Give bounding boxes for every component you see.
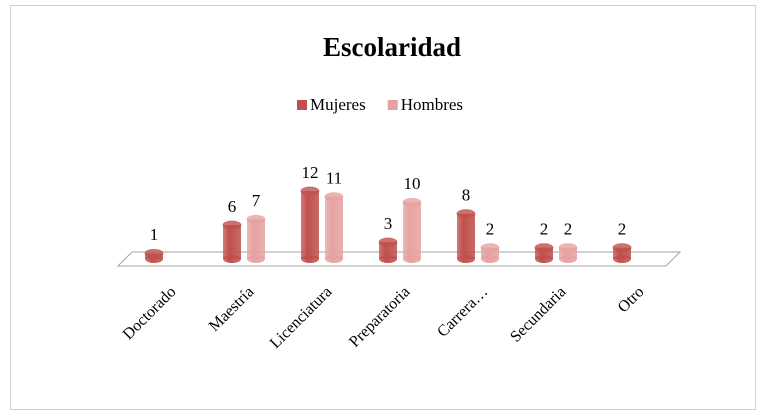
bar-top xyxy=(222,220,242,230)
bar-body xyxy=(559,247,577,259)
bar-bottom xyxy=(559,255,577,263)
bar-body xyxy=(325,196,343,259)
bar-body xyxy=(481,247,499,259)
data-label: 2 xyxy=(540,220,549,239)
bar-top xyxy=(378,237,398,247)
data-label: 2 xyxy=(564,220,573,239)
data-label: 6 xyxy=(228,197,237,216)
data-label: 2 xyxy=(618,220,627,239)
bar-top xyxy=(144,248,164,258)
bar-bottom xyxy=(535,255,553,263)
bar-top xyxy=(324,192,344,202)
chart-title: Escolaridad xyxy=(323,32,461,62)
data-label: 2 xyxy=(486,220,495,239)
bar xyxy=(402,197,422,263)
legend-swatch xyxy=(387,100,398,110)
bar-bottom xyxy=(223,255,241,263)
bar-body xyxy=(223,225,241,259)
bar-top xyxy=(480,243,500,253)
chart-border xyxy=(10,5,756,410)
bar-bottom xyxy=(481,255,499,263)
bar xyxy=(378,237,398,263)
bar xyxy=(324,192,344,263)
bar-body xyxy=(379,242,397,259)
bar-top xyxy=(402,197,422,207)
bar-top xyxy=(300,186,320,196)
data-label: 10 xyxy=(404,174,421,193)
bar-bottom xyxy=(301,255,319,263)
bar xyxy=(480,243,500,263)
bar-top xyxy=(246,214,266,224)
legend-swatch xyxy=(297,100,307,110)
bar-body xyxy=(301,191,319,259)
bar-body xyxy=(535,247,553,259)
data-label: 7 xyxy=(252,191,261,210)
bar xyxy=(558,243,578,263)
data-label: 1 xyxy=(150,225,159,244)
bar-top xyxy=(534,243,554,253)
bar-top xyxy=(456,209,476,219)
data-label: 11 xyxy=(326,169,342,188)
bar-top xyxy=(612,243,632,253)
bar-bottom xyxy=(613,255,631,263)
bar-bottom xyxy=(403,255,421,263)
legend-label: Mujeres xyxy=(310,95,366,114)
bar-bottom xyxy=(247,255,265,263)
bar xyxy=(534,243,554,263)
bar xyxy=(144,248,164,263)
bar-top xyxy=(558,243,578,253)
bar xyxy=(612,243,632,263)
bar xyxy=(222,220,242,263)
bar xyxy=(300,186,320,263)
bar xyxy=(246,214,266,263)
bar-body xyxy=(613,247,631,259)
bar-bottom xyxy=(325,255,343,263)
legend-label: Hombres xyxy=(401,95,463,114)
bar-bottom xyxy=(379,255,397,263)
bar-bottom xyxy=(457,255,475,263)
bar-body xyxy=(403,202,421,259)
bar-body xyxy=(457,213,475,259)
bar xyxy=(456,209,476,263)
data-label: 12 xyxy=(302,163,319,182)
floor xyxy=(116,251,682,267)
bar-body xyxy=(247,219,265,259)
data-label: 8 xyxy=(462,186,471,205)
data-label: 3 xyxy=(384,214,393,233)
